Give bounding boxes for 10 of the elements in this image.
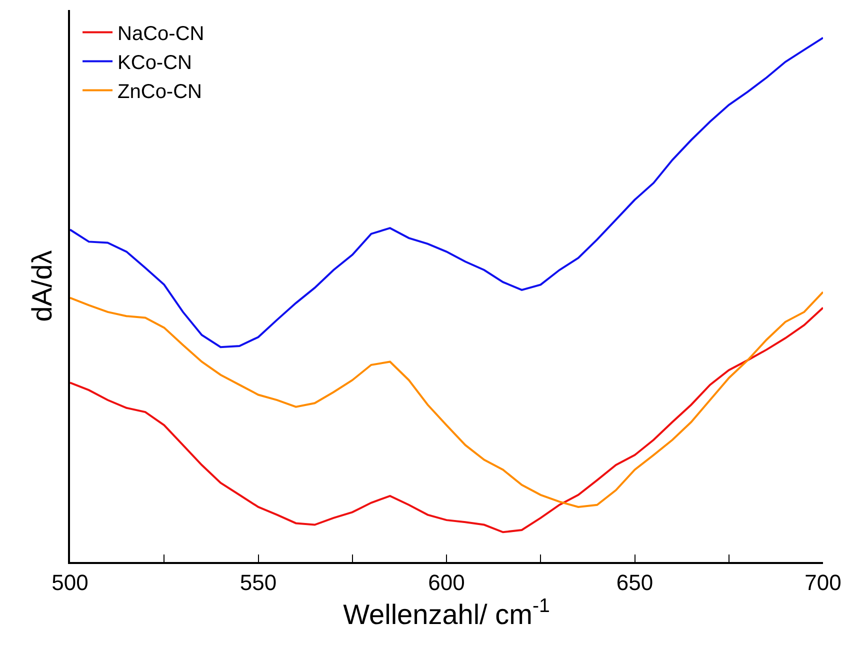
legend-label: ZnCo-CN bbox=[118, 81, 202, 104]
legend-label: NaCo-CN bbox=[118, 23, 204, 46]
y-axis-title: dA/dλ bbox=[26, 250, 58, 322]
x-axis-title: Wellenzahl/ cm$^{-1}$ bbox=[343, 595, 550, 630]
legend-label: KCo-CN bbox=[118, 52, 192, 74]
x-tick-label: 700 bbox=[804, 570, 842, 596]
x-tick-label: 500 bbox=[52, 570, 88, 596]
x-tick-label: 600 bbox=[428, 570, 465, 596]
x-tick-label: 550 bbox=[240, 570, 277, 596]
x-tick-label: 650 bbox=[616, 570, 654, 596]
